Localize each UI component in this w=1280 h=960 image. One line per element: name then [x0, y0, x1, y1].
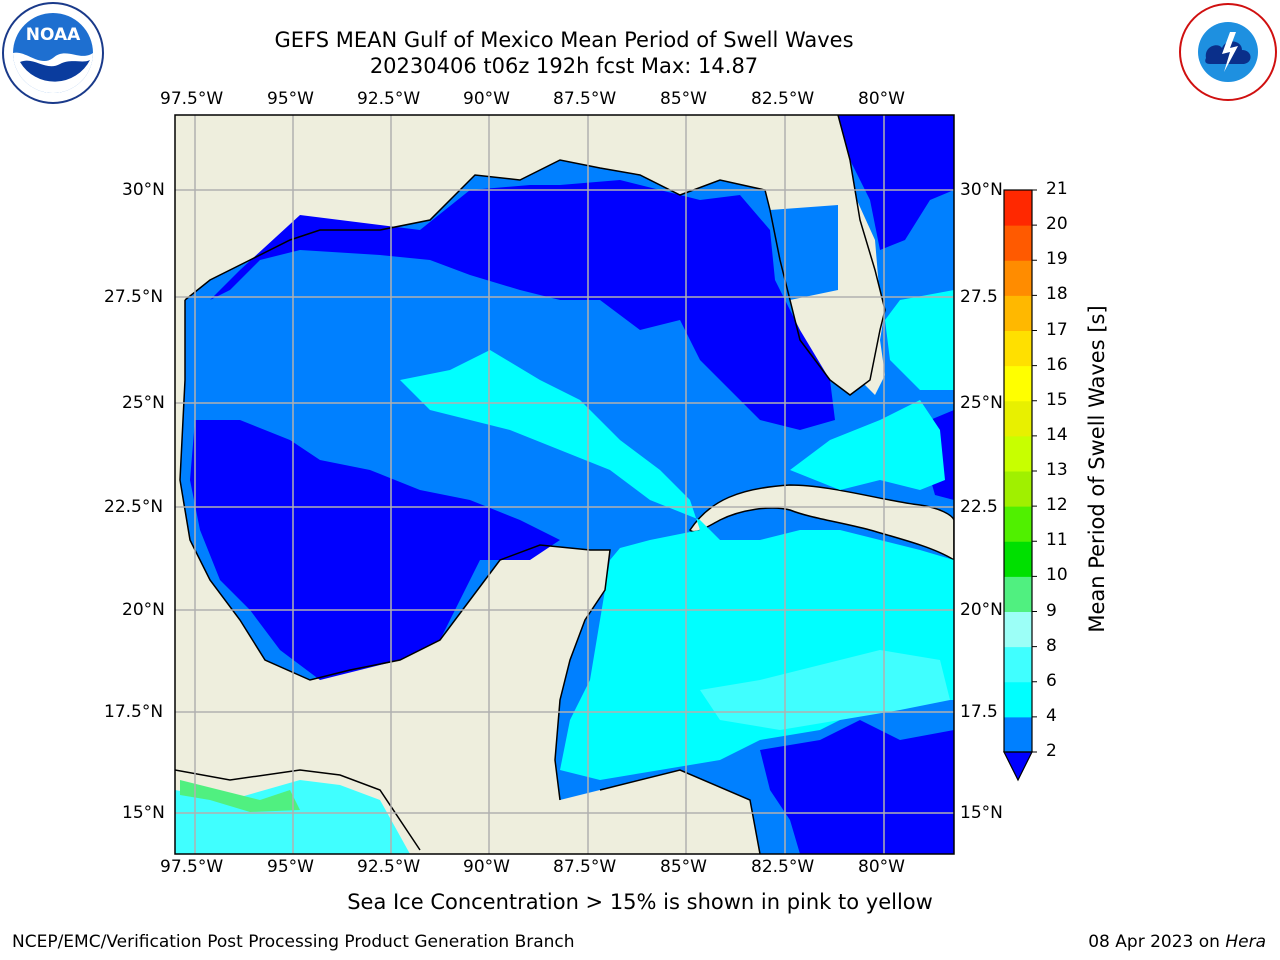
machine-name: Hera: [1225, 932, 1266, 952]
colorbar-segment: [1004, 435, 1032, 472]
colorbar: [1003, 189, 1037, 782]
lat-label-right: 22.5: [960, 497, 998, 517]
colorbar-segment: [1004, 576, 1032, 612]
noaa-logo: NOAA: [2, 2, 104, 104]
band-6-8-florida-straits: [790, 400, 945, 490]
colorbar-segment: [1004, 611, 1032, 648]
nws-logo: [1178, 2, 1278, 102]
band-8-10-caribbean: [700, 650, 950, 730]
chart-subtitle: 20230406 t06z 192h fcst Max: 14.87: [369, 54, 759, 78]
band-6-8-atlantic: [885, 290, 954, 390]
colorbar-tick-label: 11: [1046, 530, 1068, 551]
lon-label-bottom: 82.5°W: [751, 857, 815, 877]
colorbar-tick-label: 9: [1046, 600, 1057, 621]
coastlines: [175, 115, 886, 854]
lat-label-right: 25°N: [960, 393, 1003, 413]
colorbar-segment: [1004, 646, 1032, 683]
colorbar-segment: [1004, 330, 1032, 367]
colorbar-tick-label: 4: [1046, 705, 1057, 726]
colorbar-tick-label: 21: [1046, 179, 1068, 199]
lon-label-top: 90°W: [463, 89, 510, 109]
colorbar-tick-label: 12: [1046, 495, 1068, 516]
lon-label-top: 92.5°W: [357, 89, 421, 109]
lon-label-bottom: 85°W: [660, 857, 707, 877]
colorbar-segment: [1004, 471, 1032, 507]
lat-label-left: 25°N: [122, 393, 165, 413]
lon-label-bottom: 92.5°W: [357, 857, 421, 877]
lat-label-left: 15°N: [122, 803, 165, 823]
band-high-pacific: [180, 780, 300, 812]
colorbar-segment: [1004, 681, 1032, 718]
colorbar-tick-label: 2: [1046, 741, 1057, 761]
credit-text: NCEP/EMC/Verification Post Processing Pr…: [12, 932, 575, 952]
lon-label-top: 85°W: [660, 89, 707, 109]
lat-label-right: 30°N: [960, 180, 1003, 200]
sea-ice-note: Sea Ice Concentration > 15% is shown in …: [347, 890, 933, 914]
lat-label-right: 20°N: [960, 600, 1003, 620]
lat-label-right: 17.5: [960, 702, 998, 722]
colorbar-tick-label: 20: [1046, 214, 1068, 235]
colorbar-label: Mean Period of Swell Waves [s]: [1085, 305, 1109, 633]
chart-title: GEFS MEAN Gulf of Mexico Mean Period of …: [274, 28, 854, 52]
colorbar-tick-label: 10: [1046, 565, 1068, 586]
colorbar-tick-label: 16: [1046, 354, 1068, 375]
colorbar-extend-arrow: [1003, 751, 1033, 782]
lon-label-top: 87.5°W: [553, 89, 617, 109]
colorbar-tick-label: 13: [1046, 460, 1068, 480]
colorbar-tick-label: 17: [1046, 319, 1068, 340]
map-frame: [174, 114, 955, 855]
lat-label-left: 20°N: [122, 600, 165, 620]
colorbar-segment: [1004, 365, 1032, 402]
colorbar-segment: [1004, 295, 1032, 331]
colorbar-tick-label: 15: [1046, 389, 1068, 410]
lat-label-right: 15°N: [960, 803, 1003, 823]
colorbar-segment: [1004, 506, 1032, 542]
band-2-4-east-florida: [838, 115, 954, 250]
lon-label-top: 80°W: [858, 89, 905, 109]
lat-label-left: 30°N: [122, 180, 165, 200]
colorbar-segment: [1004, 225, 1032, 261]
lon-label-bottom: 87.5°W: [553, 857, 617, 877]
colorbar-segment: [1004, 190, 1032, 226]
colorbar-segment: [1004, 716, 1032, 753]
band-2-4-nw: [210, 180, 835, 430]
lon-label-bottom: 95°W: [267, 857, 314, 877]
land-florida: [838, 115, 885, 395]
colorbar-segment: [1004, 400, 1032, 437]
lat-label-left: 22.5°N: [104, 497, 164, 517]
lat-label-left: 17.5°N: [104, 702, 164, 722]
lon-label-bottom: 80°W: [858, 857, 905, 877]
colorbar-segment: [1004, 260, 1032, 296]
graticule: [175, 115, 954, 854]
land-cuba: [689, 484, 954, 561]
colorbar-tick-label: 19: [1046, 249, 1068, 270]
date-stamp: 08 Apr 2023 on Hera: [1088, 932, 1266, 952]
colorbar-tick-label: 18: [1046, 284, 1068, 305]
colorbar-tick-label: 8: [1046, 635, 1057, 656]
colorbar-tick-label: 14: [1046, 424, 1068, 445]
lon-label-top: 82.5°W: [751, 89, 815, 109]
lat-label-right: 27.5: [960, 287, 998, 307]
colorbar-segment: [1004, 541, 1032, 577]
noaa-logo-text: NOAA: [26, 25, 81, 45]
colorbar-tick-label: 6: [1046, 670, 1057, 691]
lon-label-top: 95°W: [267, 89, 314, 109]
band-2-4-caribbean: [760, 720, 954, 854]
map-field: [175, 115, 954, 854]
lon-label-bottom: 97.5°W: [160, 857, 224, 877]
lon-label-bottom: 90°W: [463, 857, 510, 877]
date-text: 08 Apr 2023 on: [1088, 932, 1226, 952]
band-2-4-west: [190, 420, 560, 680]
lon-label-top: 97.5°W: [160, 89, 224, 109]
lat-label-left: 27.5°N: [104, 287, 164, 307]
